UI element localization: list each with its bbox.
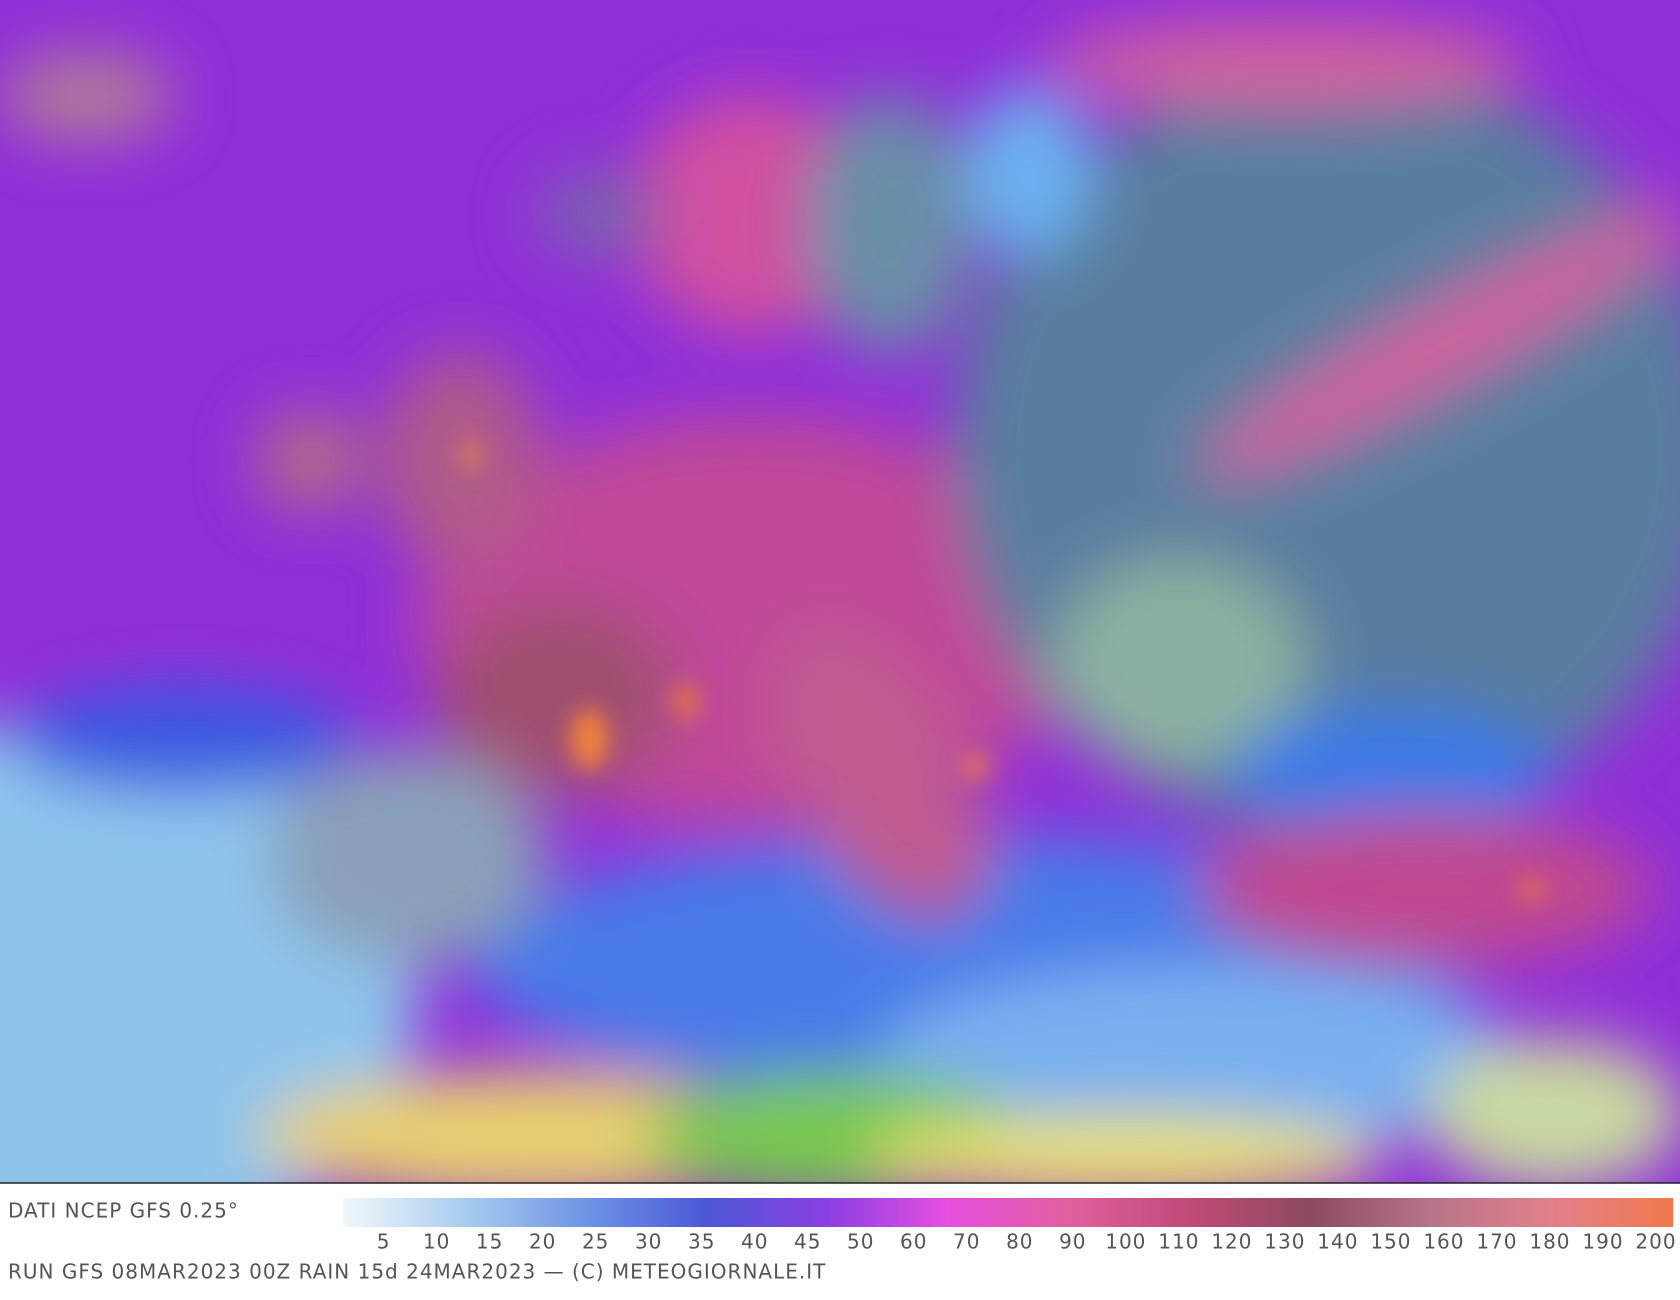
colorbar-label: 45	[794, 1230, 821, 1254]
colorbar-label: 200	[1635, 1230, 1676, 1254]
colorbar-label: 40	[741, 1230, 768, 1254]
colorbar	[343, 1198, 1673, 1227]
colorbar-label: 30	[635, 1230, 662, 1254]
colorbar-label: 15	[476, 1230, 503, 1254]
run-info: RUN GFS 08MAR2023 00Z RAIN 15d 24MAR2023…	[8, 1260, 826, 1284]
colorbar-label: 80	[1006, 1230, 1033, 1254]
colorbar-label: 50	[847, 1230, 874, 1254]
colorbar-label: 5	[377, 1230, 391, 1254]
colorbar-label: 90	[1059, 1230, 1086, 1254]
colorbar-label: 170	[1476, 1230, 1517, 1254]
data-source: DATI NCEP GFS 0.25°	[8, 1199, 239, 1223]
colorbar-label: 10	[423, 1230, 450, 1254]
colorbar-label: 20	[529, 1230, 556, 1254]
colorbar-label: 100	[1105, 1230, 1146, 1254]
colorbar-label: 110	[1158, 1230, 1199, 1254]
colorbar-label: 35	[688, 1230, 715, 1254]
colorbar-label: 150	[1370, 1230, 1411, 1254]
colorbar-label: 140	[1317, 1230, 1358, 1254]
colorbar-label: 120	[1211, 1230, 1252, 1254]
colorbar-label: 70	[953, 1230, 980, 1254]
colorbar-label: 25	[582, 1230, 609, 1254]
colorbar-label: 190	[1582, 1230, 1623, 1254]
colorbar-label: 160	[1423, 1230, 1464, 1254]
colorbar-label: 180	[1529, 1230, 1570, 1254]
colorbar-label: 60	[900, 1230, 927, 1254]
colorbar-label: 130	[1264, 1230, 1305, 1254]
